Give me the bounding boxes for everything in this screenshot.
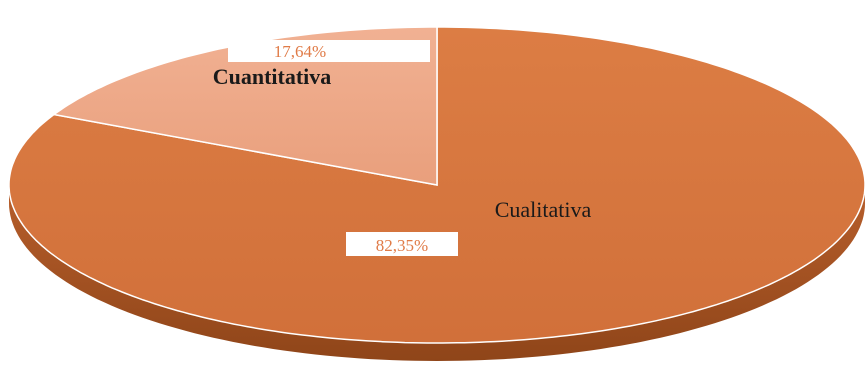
slice-label-cuantitativa: Cuantitativa <box>213 64 332 89</box>
pie-slice-cuantitativa <box>52 26 438 186</box>
slice-pct-box-cualitativa <box>346 232 458 256</box>
slice-label-cualitativa: Cualitativa <box>495 197 592 222</box>
slice-pct-box-cuantitativa <box>228 40 430 62</box>
slice-pct-label-cuantitativa: 17,64% <box>274 42 326 61</box>
slice-pct-label-cualitativa: 82,35% <box>376 236 428 255</box>
